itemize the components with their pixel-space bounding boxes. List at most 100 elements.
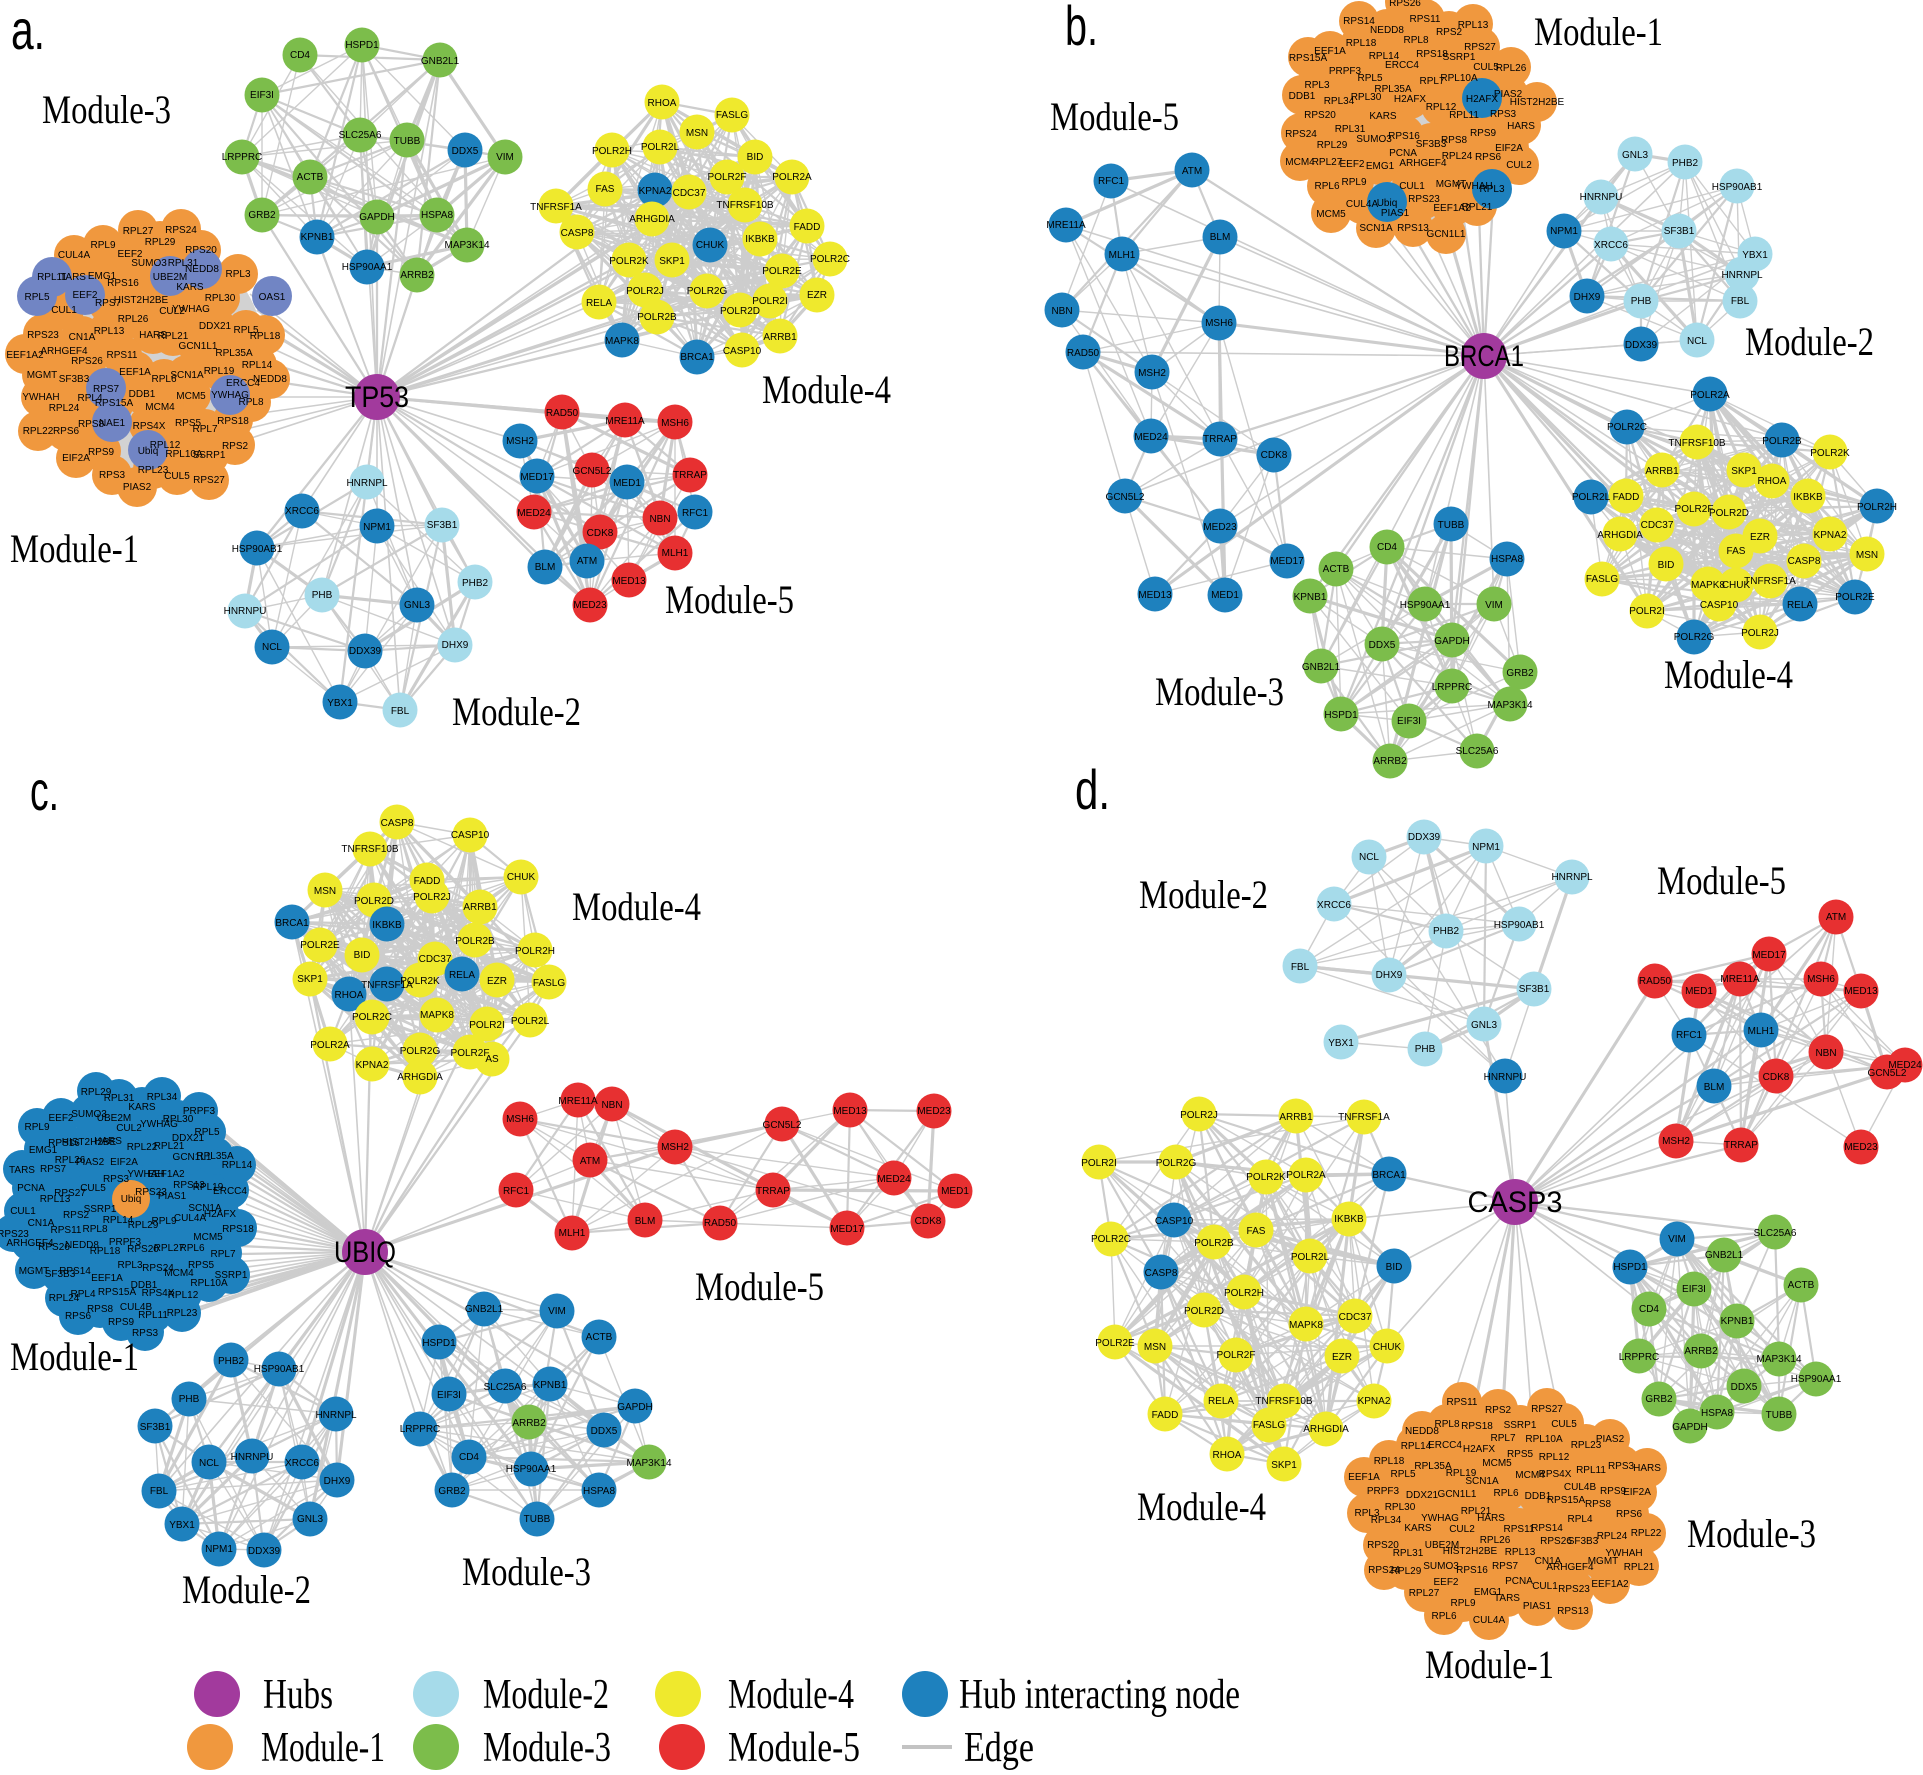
svg-text:KARS: KARS <box>1369 111 1397 122</box>
svg-text:HARS: HARS <box>1633 1463 1661 1474</box>
svg-text:MAPK8: MAPK8 <box>420 1010 454 1021</box>
svg-text:CN1A: CN1A <box>28 1218 55 1229</box>
svg-text:RPL30: RPL30 <box>205 293 236 304</box>
svg-text:PRPF3: PRPF3 <box>1329 66 1362 77</box>
svg-text:DDX39: DDX39 <box>1625 340 1658 351</box>
svg-text:MRE11A: MRE11A <box>1720 974 1760 985</box>
svg-text:POLR2E: POLR2E <box>300 940 340 951</box>
svg-text:ARRB2: ARRB2 <box>400 270 434 281</box>
svg-text:RPS14: RPS14 <box>1531 1523 1563 1534</box>
svg-text:IKBKB: IKBKB <box>1334 1214 1364 1225</box>
svg-text:RPL24: RPL24 <box>1597 1531 1628 1542</box>
svg-text:HSPA8: HSPA8 <box>1701 1408 1733 1419</box>
svg-text:BLM: BLM <box>535 562 556 573</box>
svg-text:EMG1: EMG1 <box>29 1145 58 1156</box>
svg-text:RELA: RELA <box>1208 1396 1234 1407</box>
svg-text:GNL3: GNL3 <box>404 600 431 611</box>
svg-text:RPS4X: RPS4X <box>142 1288 175 1299</box>
svg-text:GCN1L1: GCN1L1 <box>179 341 218 352</box>
svg-text:Hubs: Hubs <box>263 1672 333 1718</box>
svg-text:EIF3I: EIF3I <box>1682 1284 1706 1295</box>
svg-text:PIAS1: PIAS1 <box>1523 1601 1552 1612</box>
svg-text:RELA: RELA <box>586 298 612 309</box>
svg-text:RPL35A: RPL35A <box>196 1151 234 1162</box>
svg-text:PIAS1: PIAS1 <box>158 1191 187 1202</box>
svg-text:SKP1: SKP1 <box>659 256 685 267</box>
svg-text:EEF1A2: EEF1A2 <box>147 1169 185 1180</box>
svg-text:RPS16: RPS16 <box>1456 1565 1488 1576</box>
svg-text:HSP90AB1: HSP90AB1 <box>1494 920 1545 931</box>
svg-text:UBIQ: UBIQ <box>334 1236 396 1269</box>
svg-text:ARRB1: ARRB1 <box>463 902 497 913</box>
svg-text:RPL22: RPL22 <box>23 426 54 437</box>
svg-text:PHB2: PHB2 <box>218 1356 245 1367</box>
svg-text:PHB: PHB <box>1415 1044 1436 1055</box>
svg-text:MAPK8: MAPK8 <box>1691 580 1725 591</box>
svg-text:Module-3: Module-3 <box>483 1725 611 1771</box>
svg-text:MAPK8: MAPK8 <box>1289 1320 1323 1331</box>
svg-text:ARRB1: ARRB1 <box>1645 466 1679 477</box>
svg-text:RPS18: RPS18 <box>1416 49 1448 60</box>
svg-text:RPL13: RPL13 <box>1458 20 1489 31</box>
svg-text:PIAS2: PIAS2 <box>1494 89 1523 100</box>
svg-text:CHUK: CHUK <box>1722 580 1751 591</box>
svg-text:TUBB: TUBB <box>1766 1410 1793 1421</box>
svg-text:PCNA: PCNA <box>17 1183 45 1194</box>
svg-text:RPL27: RPL27 <box>154 1243 185 1254</box>
svg-text:RPL35A: RPL35A <box>1414 1461 1452 1472</box>
svg-text:RPS8: RPS8 <box>1585 1499 1612 1510</box>
svg-text:HSPD1: HSPD1 <box>345 40 379 51</box>
svg-text:RPL19: RPL19 <box>204 366 235 377</box>
svg-text:VIM: VIM <box>1485 600 1503 611</box>
svg-text:RPS8: RPS8 <box>87 1304 114 1315</box>
svg-text:PRPF3: PRPF3 <box>183 1106 216 1117</box>
svg-text:CHUK: CHUK <box>696 240 725 251</box>
svg-text:NCL: NCL <box>1359 852 1379 863</box>
svg-text:RPS23: RPS23 <box>27 330 59 341</box>
svg-text:TRRAP: TRRAP <box>756 1186 790 1197</box>
svg-text:Module-4: Module-4 <box>572 884 701 929</box>
svg-text:TARS: TARS <box>60 272 86 283</box>
svg-text:CUL4A: CUL4A <box>1473 1615 1506 1626</box>
svg-text:RPL27: RPL27 <box>123 226 154 237</box>
svg-text:KPNB1: KPNB1 <box>301 232 334 243</box>
svg-text:RPS15A: RPS15A <box>98 1287 137 1298</box>
svg-text:NPM1: NPM1 <box>363 522 391 533</box>
svg-text:SF3B3: SF3B3 <box>45 1269 76 1280</box>
svg-text:POLR2E: POLR2E <box>1835 592 1875 603</box>
svg-text:PRPF3: PRPF3 <box>1367 1486 1400 1497</box>
svg-text:RPL10A: RPL10A <box>190 1278 228 1289</box>
svg-text:ARHGEF4: ARHGEF4 <box>1399 158 1447 169</box>
svg-text:CUL2: CUL2 <box>116 1123 142 1134</box>
svg-text:TNFRSF10B: TNFRSF10B <box>341 844 399 855</box>
svg-text:CUL4A: CUL4A <box>58 250 91 261</box>
svg-text:RPS2: RPS2 <box>63 1210 90 1221</box>
svg-text:RPS24: RPS24 <box>165 225 197 236</box>
svg-text:RPS2: RPS2 <box>1436 27 1463 38</box>
svg-text:PHB2: PHB2 <box>1672 158 1699 169</box>
svg-text:RPL6: RPL6 <box>151 374 176 385</box>
svg-text:POLR2I: POLR2I <box>752 296 788 307</box>
svg-text:CUL1: CUL1 <box>10 1206 36 1217</box>
svg-text:MGMT: MGMT <box>19 1266 50 1277</box>
svg-text:RPS6: RPS6 <box>65 1311 92 1322</box>
svg-text:GAPDH: GAPDH <box>1672 1422 1708 1433</box>
svg-text:Module-5: Module-5 <box>1657 858 1786 903</box>
svg-text:RAD50: RAD50 <box>1639 976 1672 987</box>
svg-text:NPM1: NPM1 <box>205 1544 233 1555</box>
svg-text:FBL: FBL <box>150 1486 169 1497</box>
svg-text:RPL6: RPL6 <box>1493 1488 1518 1499</box>
svg-text:MAP3K14: MAP3K14 <box>1487 700 1532 711</box>
svg-text:RPL29: RPL29 <box>145 237 176 248</box>
svg-text:FADD: FADD <box>1152 1410 1179 1421</box>
svg-text:TUBB: TUBB <box>524 1514 551 1525</box>
svg-text:RPL8: RPL8 <box>1434 1419 1459 1430</box>
svg-text:GNB2L1: GNB2L1 <box>421 56 460 67</box>
svg-text:BID: BID <box>747 152 764 163</box>
svg-text:RPL29: RPL29 <box>1317 140 1348 151</box>
svg-text:RPL24: RPL24 <box>49 403 80 414</box>
svg-text:RPS13: RPS13 <box>1397 223 1429 234</box>
svg-text:GCN1L1: GCN1L1 <box>1427 229 1466 240</box>
svg-text:RPL29: RPL29 <box>1391 1566 1422 1577</box>
svg-text:DDX21: DDX21 <box>172 1133 205 1144</box>
